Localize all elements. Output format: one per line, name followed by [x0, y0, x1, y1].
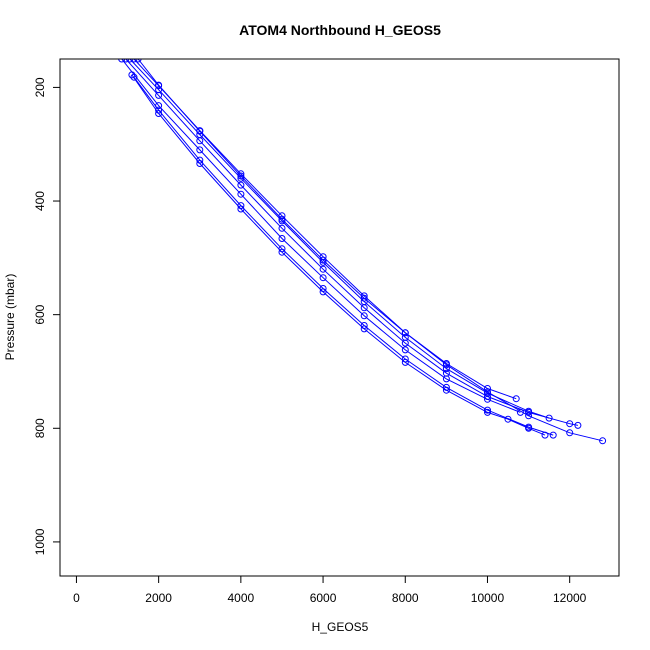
x-tick-label: 2000 — [145, 591, 172, 605]
data-point — [134, 59, 142, 63]
y-tick-label: 600 — [33, 304, 47, 324]
y-tick-label: 1000 — [33, 528, 47, 555]
data-point — [196, 156, 204, 164]
series-line — [129, 59, 550, 419]
data-point — [566, 420, 574, 428]
data-point — [574, 421, 582, 429]
data-point — [360, 312, 368, 320]
series-line — [121, 59, 521, 413]
data-point — [525, 423, 533, 431]
y-axis: 200 400 600 800 1000 — [33, 77, 61, 555]
data-point — [442, 369, 450, 377]
data-point — [319, 256, 327, 264]
data-point — [237, 172, 245, 180]
data-point — [319, 274, 327, 282]
x-tick-label: 8000 — [392, 591, 419, 605]
data-point — [278, 215, 286, 223]
data-point — [360, 322, 368, 329]
y-tick-label: 400 — [33, 191, 47, 211]
x-tick-label: 4000 — [228, 591, 255, 605]
data-point — [401, 329, 409, 337]
data-point — [549, 431, 557, 439]
data-point — [155, 81, 163, 89]
data-point — [442, 365, 450, 373]
data-point — [525, 407, 533, 415]
data-point — [360, 294, 368, 302]
data-point — [126, 59, 134, 63]
data-point — [130, 73, 138, 81]
y-tick-label: 200 — [33, 77, 47, 97]
plot-box — [59, 58, 620, 577]
series-1 — [118, 59, 524, 416]
data-point — [155, 106, 163, 114]
x-tick-label: 10000 — [471, 591, 505, 605]
series-2 — [122, 59, 582, 429]
data-point — [237, 181, 245, 189]
series-line — [133, 59, 603, 442]
data-point — [278, 235, 286, 242]
data-point — [484, 406, 491, 414]
series-line — [133, 76, 554, 436]
series-7 — [130, 73, 557, 439]
series-layer — [118, 59, 607, 445]
data-point — [401, 355, 409, 363]
chart-title: ATOM4 Northbound H_GEOS5 — [239, 22, 441, 38]
data-point — [545, 414, 553, 422]
y-tick-label: 800 — [33, 418, 47, 438]
data-point — [237, 170, 245, 178]
data-point — [319, 285, 327, 292]
data-point — [442, 360, 450, 367]
data-point — [401, 333, 409, 341]
x-axis-label: H_GEOS5 — [312, 620, 369, 634]
data-point — [319, 265, 327, 273]
y-axis-label: Pressure (mbar) — [3, 274, 17, 361]
data-point — [118, 59, 126, 63]
x-axis: 0 2000 4000 6000 8000 10000 12000 — [73, 575, 587, 605]
data-point — [122, 59, 130, 63]
data-point — [599, 437, 607, 445]
data-point — [278, 224, 286, 232]
data-point — [442, 383, 450, 391]
series-6 — [128, 71, 549, 439]
data-point — [128, 71, 136, 79]
data-point — [237, 190, 245, 198]
series-3 — [126, 59, 553, 422]
data-point — [237, 202, 245, 210]
data-point — [278, 245, 286, 253]
series-4 — [130, 59, 607, 445]
data-point — [484, 385, 491, 392]
series-5 — [134, 59, 520, 403]
data-point — [512, 395, 520, 403]
data-point — [566, 429, 574, 437]
x-tick-label: 12000 — [553, 591, 587, 605]
data-point — [484, 408, 491, 416]
data-point — [504, 415, 512, 423]
data-point — [196, 146, 204, 154]
data-point — [401, 346, 409, 354]
series-line — [131, 74, 546, 436]
data-point — [525, 412, 533, 420]
data-point — [196, 127, 204, 135]
data-point — [130, 59, 138, 63]
x-tick-label: 0 — [73, 591, 80, 605]
series-line — [125, 59, 579, 426]
series-line — [137, 59, 517, 400]
x-tick-label: 6000 — [310, 591, 337, 605]
